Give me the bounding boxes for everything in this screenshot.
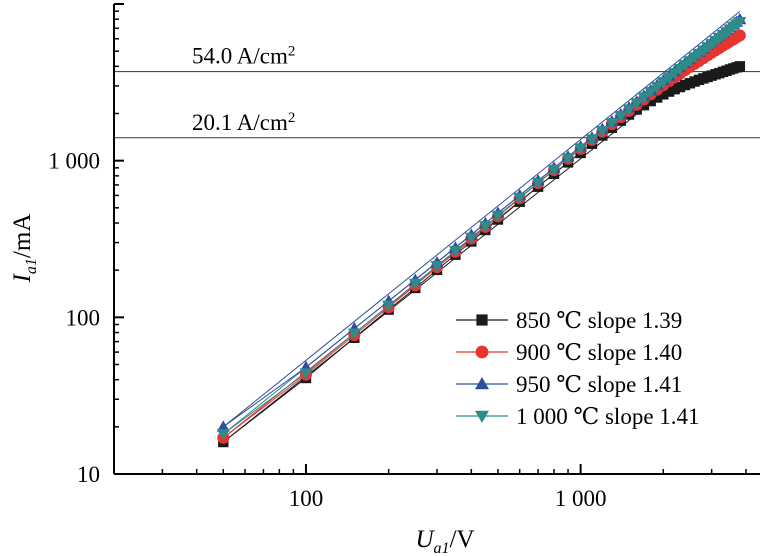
data-point [382,300,396,312]
legend-item: 900 ℃ slope 1.40 [456,340,682,365]
legend-marker [475,410,489,423]
reference-line-label-superscript: 2 [288,44,296,60]
data-point [408,278,422,291]
data-point [651,92,663,103]
data-point [299,368,313,380]
data-point [733,16,747,29]
legend: 850 ℃ slope 1.39 900 ℃ slope 1.40 950 ℃ sl… [456,308,700,429]
data-series [216,12,747,448]
reference-line-label: 20.1 A/cm2 [192,110,295,135]
data-point [614,111,628,123]
y-tick-label: 1 000 [48,149,100,174]
data-point [574,143,588,155]
x-tick-label: 100 [289,486,324,511]
data-point [622,104,636,116]
reference-line-label-text: 20.1 A/cm [192,110,288,135]
y-axis-title-unit: /mA [9,214,36,258]
legend-label: 850 ℃ slope 1.39 [516,308,682,333]
data-point [491,210,505,223]
data-point [645,95,656,107]
legend-label: 900 ℃ slope 1.40 [516,340,682,365]
legend-item: 850 ℃ slope 1.39 [456,308,682,333]
reference-line-label-text: 54.0 A/cm [192,44,288,69]
x-tick-label: 1 000 [555,486,607,511]
legend-marker [475,345,489,359]
fit-line [222,10,741,428]
data-point [663,86,675,97]
reference-line-label: 54.0 A/cm2 [192,44,295,69]
data-point [630,98,644,110]
data-point [650,81,664,94]
legend-label: 950 ℃ slope 1.41 [516,372,682,397]
data-point [585,134,599,146]
data-point [531,177,545,190]
data-point [347,328,361,340]
legend-marker [476,314,488,326]
y-tick-label: 100 [66,305,101,330]
axes: 10 100 1 000 100 1 000 Ua1/V Ia1/mA [9,3,760,556]
data-point [733,29,746,42]
x-axis-title: Ua1/V [415,526,474,556]
y-axis-title-subscript: a1 [23,258,40,274]
x-axis-title-unit: /V [450,526,475,553]
data-point [561,153,575,165]
data-point [644,86,658,99]
data-point [605,118,619,130]
legend-item: 1 000 ℃ slope 1.41 [456,404,700,429]
data-point [734,61,746,72]
data-point [478,221,492,233]
series-3 [216,16,747,441]
data-point [637,92,651,104]
legend-label: 1 000 ℃ slope 1.41 [516,404,700,429]
data-point [595,125,609,138]
data-point [464,232,478,245]
y-tick-label: 10 [77,462,100,487]
y-axis-title-main: I [9,272,36,283]
data-point [656,77,670,89]
legend-item: 950 ℃ slope 1.41 [456,372,682,397]
data-point [658,89,669,100]
data-point [547,164,561,177]
x-axis-title-main: U [415,526,435,553]
y-axis-title: Ia1/mA [9,214,40,284]
data-point [513,192,527,205]
legend-marker [475,377,489,390]
x-axis-title-subscript: a1 [434,540,450,556]
data-point [448,245,462,258]
data-point [216,429,230,441]
reference-line-label-superscript: 2 [288,110,296,126]
data-point [216,420,230,432]
data-point [430,261,444,273]
data-point [669,83,680,95]
